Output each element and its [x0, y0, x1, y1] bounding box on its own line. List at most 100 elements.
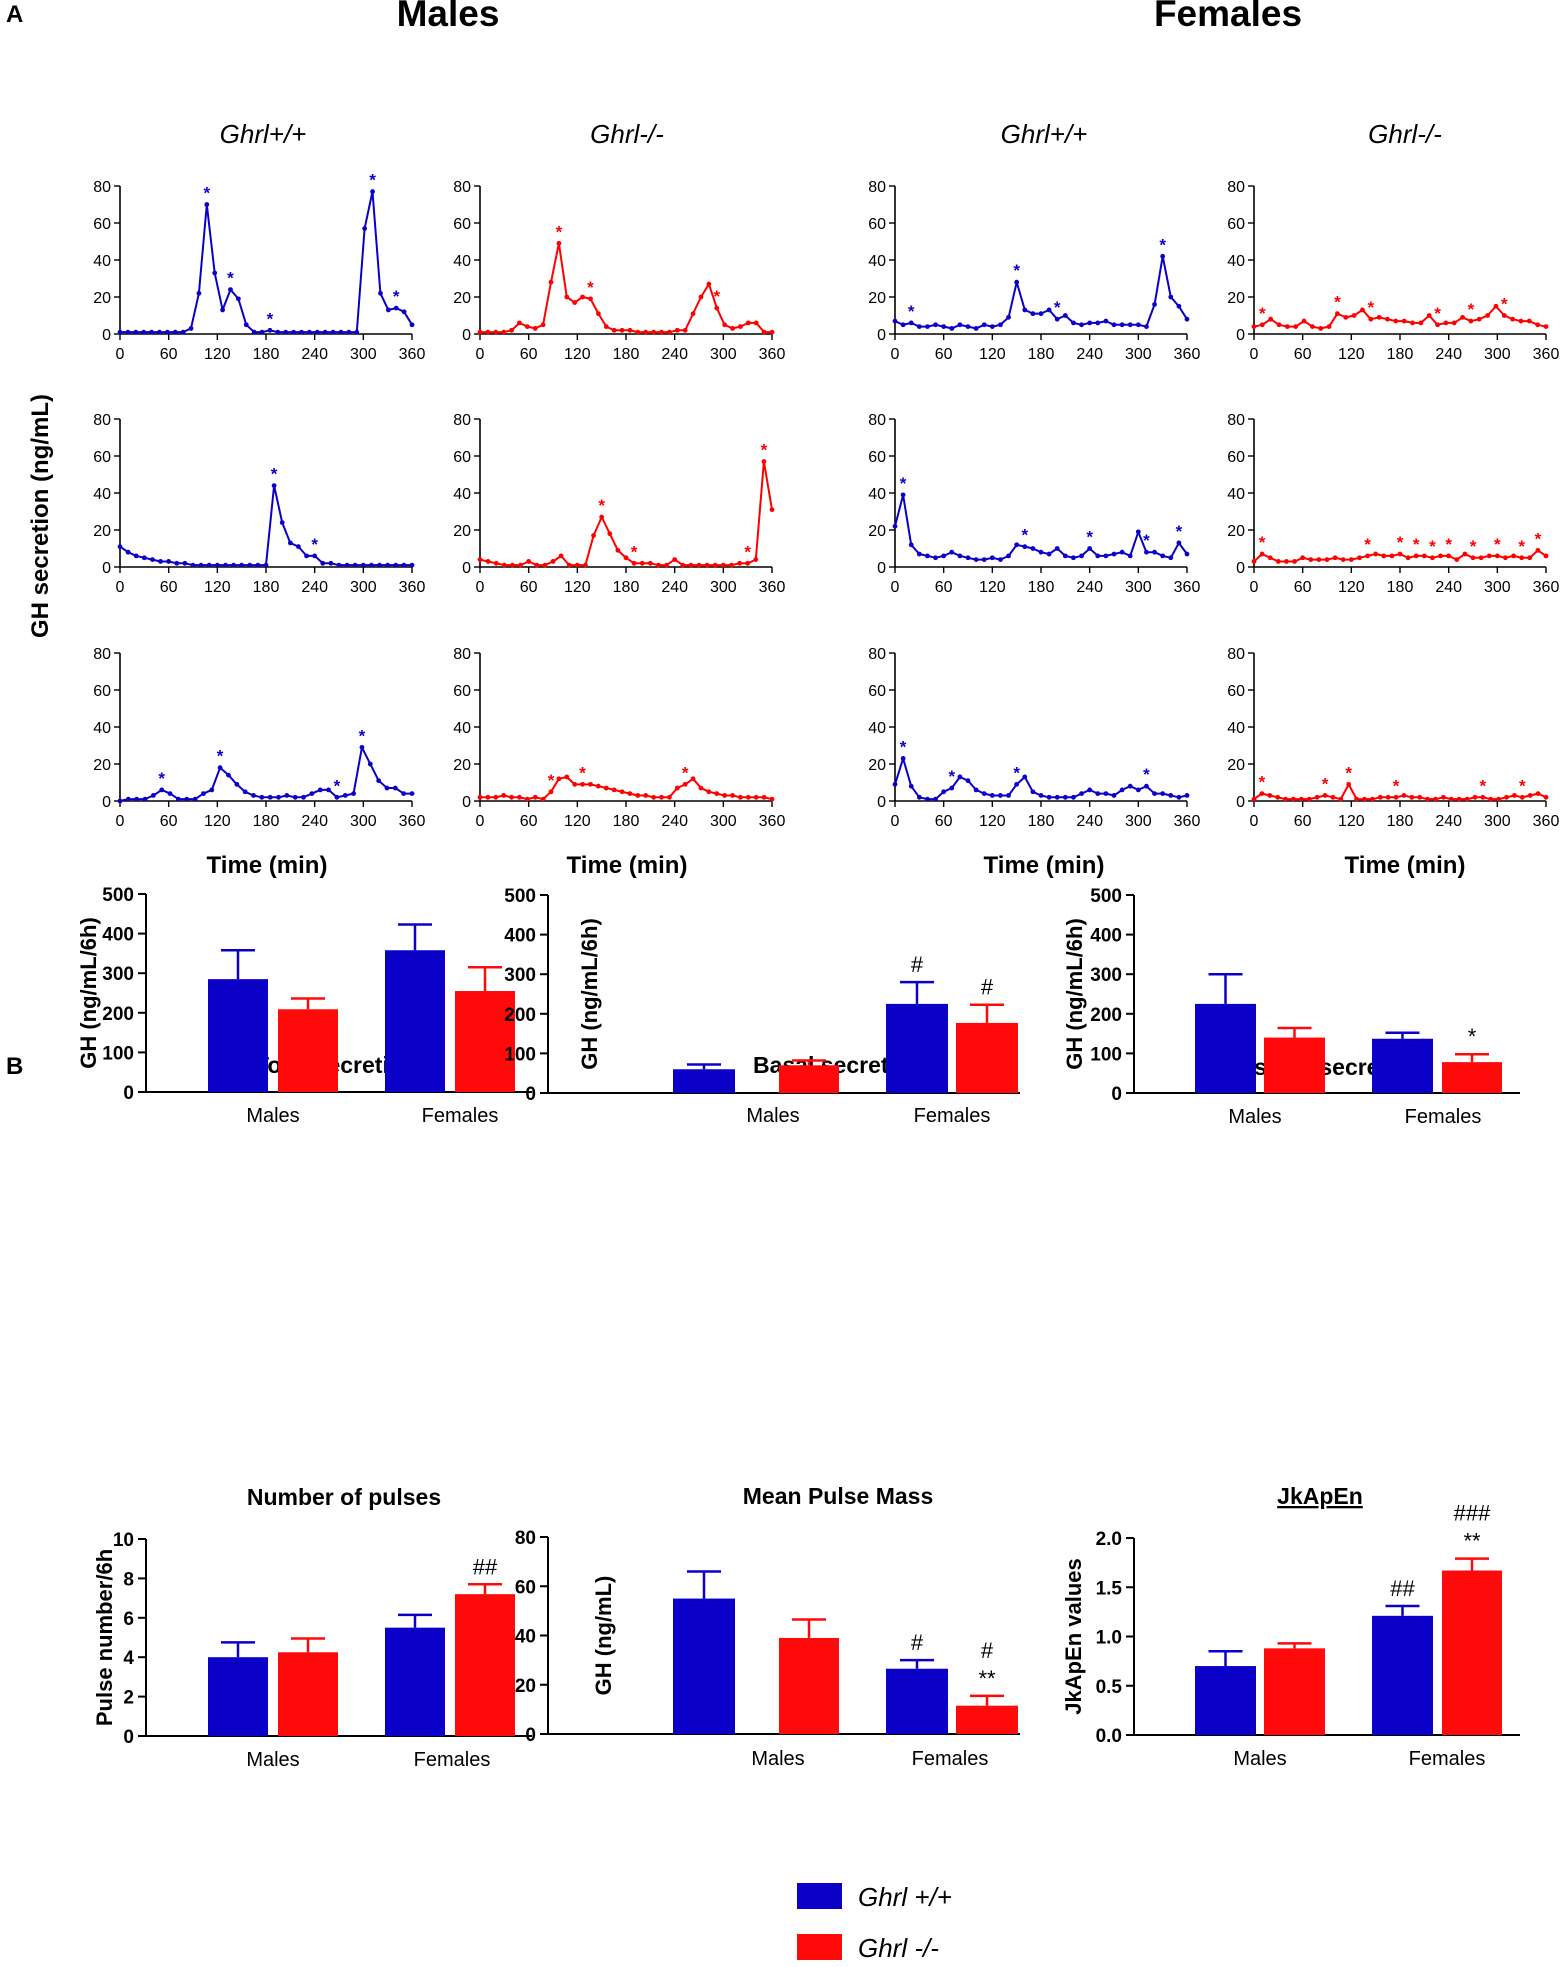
- y-tick-label: 0: [462, 794, 471, 811]
- y-tick-label: 40: [453, 486, 471, 503]
- peak-star: *: [579, 763, 586, 782]
- data-point: [1357, 555, 1362, 561]
- x-tick-label: 180: [1028, 346, 1055, 363]
- data-point: [409, 562, 415, 568]
- data-point: [659, 329, 664, 335]
- data-point: [712, 562, 718, 568]
- data-point: [998, 793, 1003, 798]
- peak-star: *: [1494, 535, 1501, 554]
- data-point: [698, 294, 704, 300]
- data-point: [1446, 553, 1452, 559]
- data-point: [1119, 322, 1125, 328]
- x-tick-label: 0: [476, 346, 485, 363]
- data-point: [182, 560, 188, 566]
- data-point: [1316, 557, 1322, 562]
- y-tick-label: 40: [93, 486, 111, 503]
- data-point: [998, 557, 1003, 562]
- x-tick-label: 120: [979, 813, 1006, 830]
- data-point: [1251, 559, 1257, 564]
- y-tick-label: 80: [868, 412, 886, 429]
- data-point: [892, 318, 898, 324]
- data-point: [477, 794, 483, 800]
- x-tick-label: 180: [1387, 346, 1414, 363]
- legend-swatch-wt: [797, 1883, 842, 1909]
- data-point: [141, 555, 147, 561]
- data-point: [141, 329, 147, 335]
- data-point: [627, 791, 633, 796]
- data-point: [1543, 794, 1549, 800]
- data-point: [299, 329, 304, 335]
- data-point: [722, 322, 728, 328]
- data-point: [226, 772, 231, 778]
- data-point: [1284, 559, 1289, 564]
- data-point: [1519, 555, 1525, 561]
- x-tick-label: 0: [891, 346, 900, 363]
- peak-star: *: [1086, 528, 1093, 547]
- data-point: [267, 794, 273, 800]
- significance-mark: ###: [1454, 1501, 1491, 1526]
- x-tick-label: 300: [350, 346, 377, 363]
- data-point: [204, 202, 210, 207]
- data-point: [493, 329, 499, 335]
- peak-star: *: [1518, 537, 1525, 556]
- y-tick-label: 100: [504, 1044, 536, 1065]
- data-point: [133, 553, 139, 559]
- data-point: [117, 544, 123, 550]
- y-tick-label: 100: [102, 1043, 134, 1064]
- data-point: [1293, 324, 1299, 329]
- data-point: [159, 787, 165, 793]
- data-point: [1365, 553, 1370, 559]
- peak-star: *: [1334, 293, 1341, 312]
- x-tick-label: 60: [935, 346, 953, 363]
- data-point: [1373, 551, 1379, 557]
- data-point: [212, 270, 218, 276]
- data-point: [1259, 551, 1265, 557]
- data-point: [214, 562, 220, 568]
- data-point: [540, 796, 546, 802]
- y-tick-label: 60: [868, 216, 886, 233]
- data-point: [688, 562, 694, 568]
- data-point: [1308, 557, 1314, 562]
- chart-ts-f-ko-2: 0 20 40 60 80 0 60 120 180 240 300 360 * * * * * * * * * *: [1227, 412, 1559, 596]
- y-tick-label: 80: [453, 179, 471, 196]
- data-point: [1103, 553, 1109, 559]
- data-point: [283, 329, 289, 335]
- data-point: [672, 557, 678, 562]
- x-tick-label: 240: [1076, 579, 1103, 596]
- peak-star: *: [587, 278, 594, 297]
- y-tick-label: 20: [453, 290, 471, 307]
- data-point: [680, 562, 686, 568]
- x-tick-label: 360: [759, 579, 786, 596]
- x-tick-label: 240: [661, 813, 688, 830]
- bar: [278, 1652, 338, 1736]
- x-tick-label: 360: [399, 813, 426, 830]
- y-tick-label: 40: [515, 1627, 536, 1648]
- data-point: [619, 789, 625, 795]
- data-point: [1377, 794, 1383, 800]
- data-point: [1421, 553, 1427, 559]
- data-point: [1503, 555, 1508, 561]
- data-point: [706, 789, 712, 795]
- data-point: [1176, 794, 1182, 800]
- x-tick-label: 240: [661, 579, 688, 596]
- x-tick-label: 60: [935, 579, 953, 596]
- data-point: [180, 329, 186, 335]
- data-point: [1485, 313, 1490, 318]
- y-tick-label: 60: [453, 449, 471, 466]
- x-tick-label: 0: [1250, 346, 1259, 363]
- data-point: [1512, 793, 1517, 798]
- data-point: [370, 189, 375, 194]
- y-tick-label: 0: [462, 560, 471, 577]
- data-point: [730, 326, 735, 331]
- y-tick-label: 0: [102, 327, 111, 344]
- data-point: [320, 560, 326, 566]
- data-point: [698, 785, 704, 791]
- data-point: [674, 785, 680, 791]
- series-line: [480, 776, 773, 801]
- data-point: [588, 781, 593, 787]
- data-point: [580, 781, 585, 787]
- data-point: [524, 324, 530, 329]
- data-point: [1168, 793, 1174, 798]
